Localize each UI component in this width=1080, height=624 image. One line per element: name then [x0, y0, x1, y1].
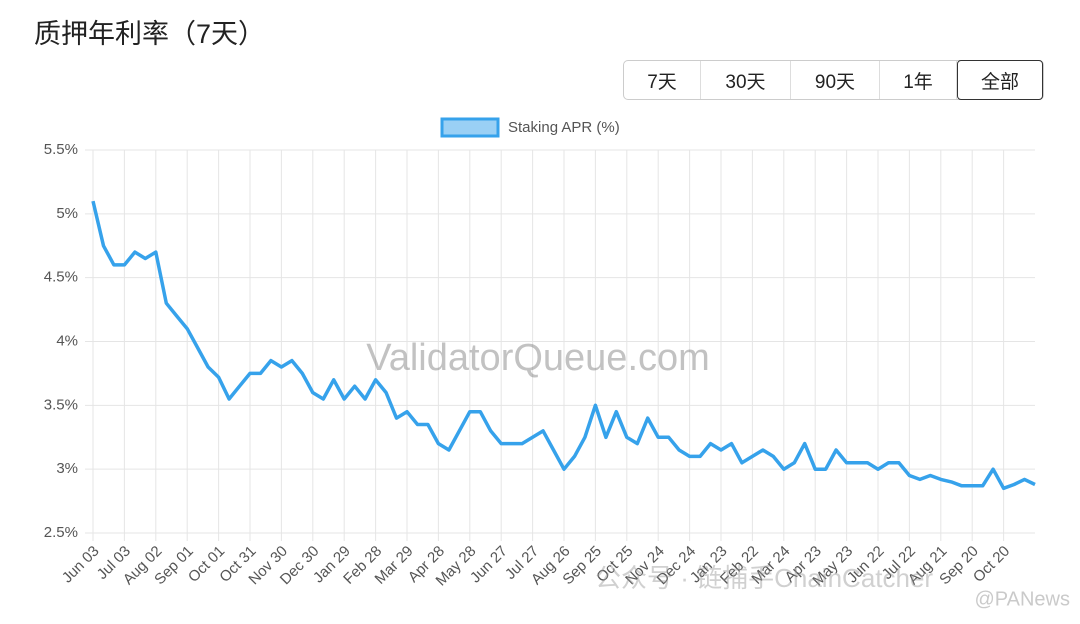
y-tick-label: 3% — [56, 460, 78, 477]
overlay-text: @PANews — [974, 588, 1070, 610]
range-selector: 7天 30天 90天 1年 全部 — [623, 60, 1044, 100]
range-button[interactable]: 30天 — [701, 61, 791, 99]
data-line — [91, 200, 1036, 491]
range-button[interactable]: 90天 — [791, 61, 880, 99]
range-button[interactable]: 7天 — [624, 61, 701, 99]
x-tick-label: Jun 03 — [59, 543, 103, 587]
range-button[interactable]: 全部 — [957, 60, 1043, 100]
legend-swatch — [440, 117, 500, 138]
y-tick-label: 2.5% — [44, 524, 78, 541]
y-tick-label: 5.5% — [44, 141, 78, 158]
legend-label: Staking APR (%) — [508, 119, 620, 136]
y-tick-label: 3.5% — [44, 396, 78, 413]
y-tick-label: 5% — [56, 205, 78, 222]
page-title: 质押年利率（7天） — [34, 19, 266, 49]
range-button[interactable]: 1年 — [880, 61, 957, 99]
overlay-text: 公众号 · 链捕手ChainCatcher — [595, 563, 933, 593]
watermark: ValidatorQueue.com — [366, 337, 710, 379]
x-tick-label: Oct 20 — [970, 543, 1013, 586]
y-tick-label: 4% — [56, 332, 78, 349]
y-tick-label: 4.5% — [44, 269, 78, 286]
